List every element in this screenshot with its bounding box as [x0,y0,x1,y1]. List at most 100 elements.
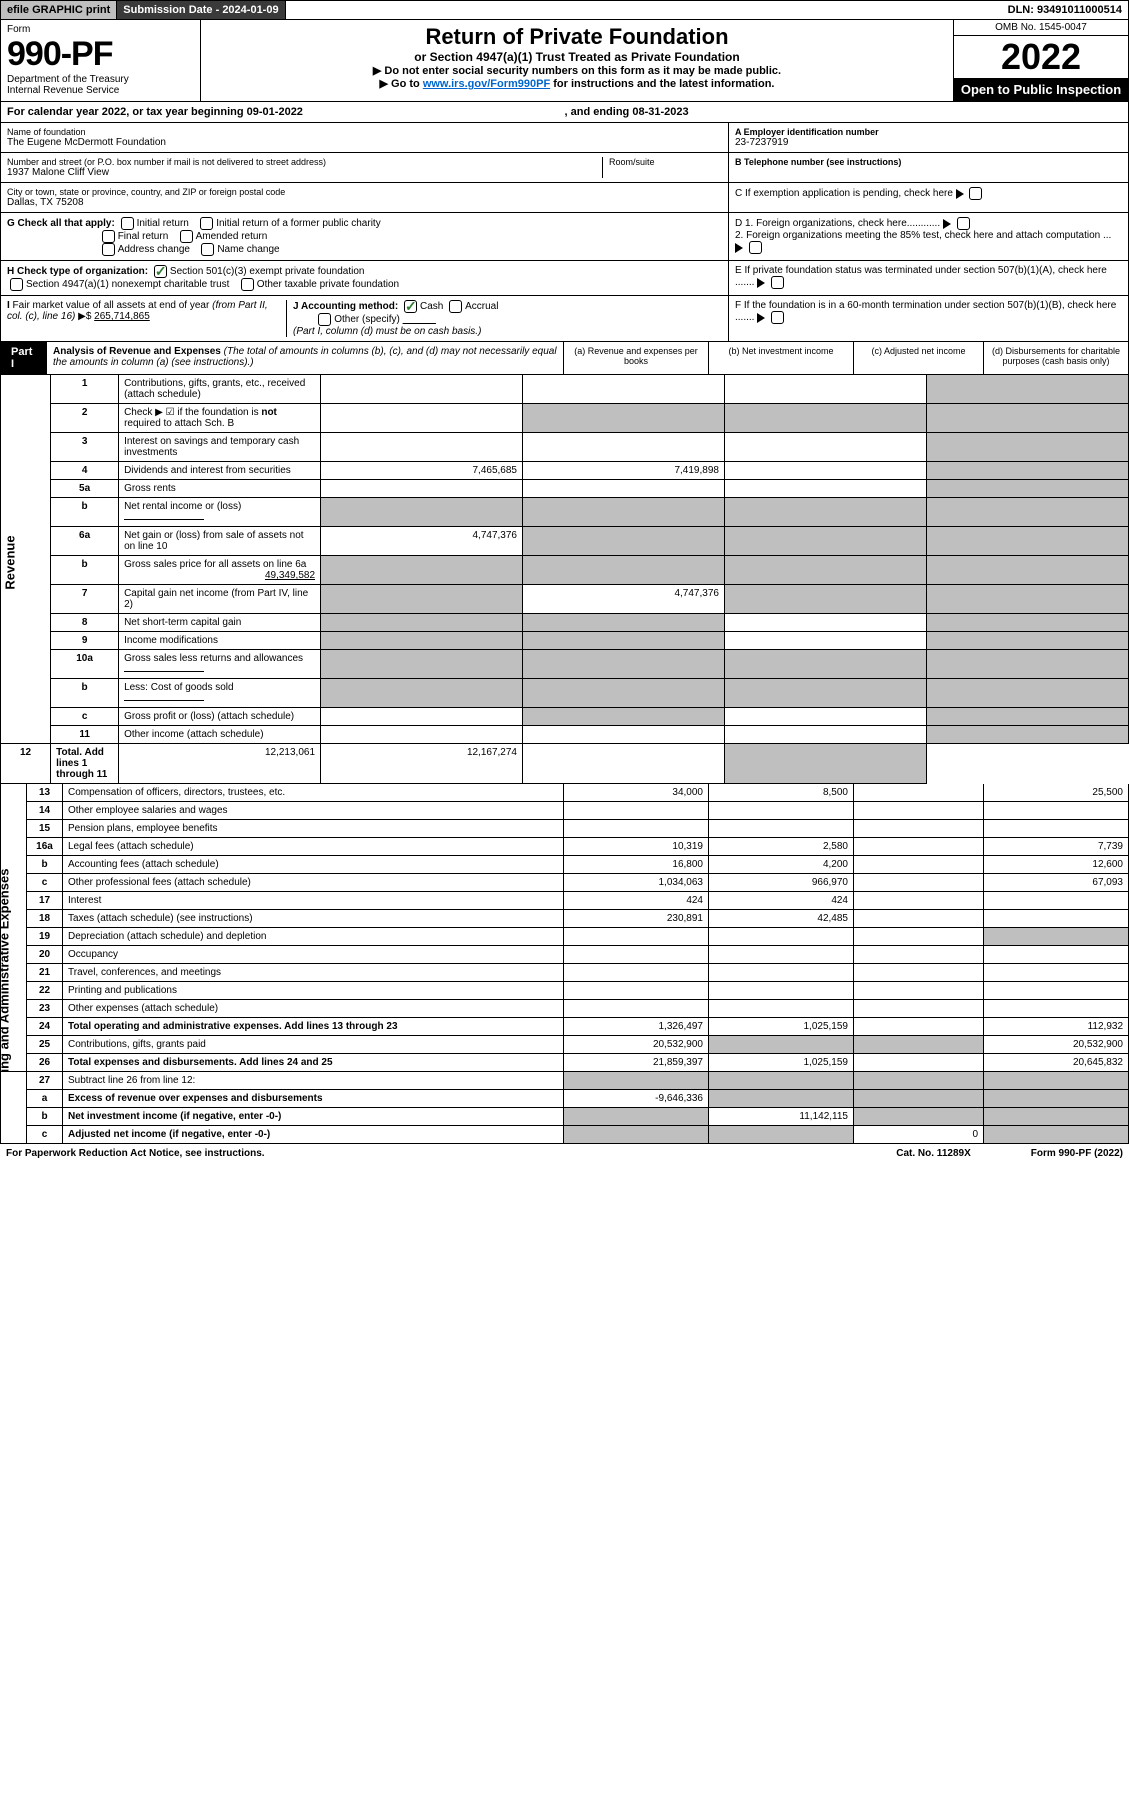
cell-value [724,744,926,784]
cell-value [724,726,926,744]
cell-value [724,375,926,404]
cell-value [984,1108,1129,1126]
g-final-checkbox[interactable] [102,230,115,243]
line-number: 22 [27,982,63,1000]
table-row: 19Depreciation (attach schedule) and dep… [1,928,1129,946]
cell-value [984,910,1129,928]
cell-value: 10,319 [564,838,709,856]
col-d-header: (d) Disbursements for charitable purpose… [983,342,1128,374]
line-number: 3 [51,433,119,462]
line-number: b [27,1108,63,1126]
cell-value [321,556,523,585]
cell-value [564,1000,709,1018]
h-501c3-checkbox[interactable] [154,265,167,278]
j-other-checkbox[interactable] [318,313,331,326]
line-number: 21 [27,964,63,982]
cell-value [984,820,1129,838]
cell-value [854,1036,984,1054]
g-initial-public-checkbox[interactable] [200,217,213,230]
d1-checkbox[interactable] [957,217,970,230]
line-number: 9 [51,632,119,650]
h-4947-checkbox[interactable] [10,278,23,291]
line-number: c [27,874,63,892]
line-desc: Gross profit or (loss) (attach schedule) [119,708,321,726]
line-desc: Income modifications [119,632,321,650]
form-title: Return of Private Foundation [207,24,947,50]
i-label: I [7,300,10,311]
line-number: 13 [27,784,63,802]
i-value: 265,714,865 [94,311,150,322]
line-number: 15 [27,820,63,838]
cell-value [321,585,523,614]
cell-value: 21,859,397 [564,1054,709,1072]
cell-value [709,1072,854,1090]
cell-value [321,433,523,462]
cell-value [926,404,1128,433]
col-b-header: (b) Net investment income [708,342,853,374]
g-amended-checkbox[interactable] [180,230,193,243]
line-desc: Net short-term capital gain [119,614,321,632]
e-checkbox[interactable] [771,276,784,289]
irs-link[interactable]: www.irs.gov/Form990PF [423,78,550,90]
submission-date: Submission Date - 2024-01-09 [117,1,285,19]
cell-value [724,650,926,679]
line-desc: Net investment income (if negative, ente… [63,1108,564,1126]
cell-value [926,480,1128,498]
j-cash-checkbox[interactable] [404,300,417,313]
line-desc: Other professional fees (attach schedule… [63,874,564,892]
table-row: 21Travel, conferences, and meetings [1,964,1129,982]
h-other-checkbox[interactable] [241,278,254,291]
g-name-checkbox[interactable] [201,243,214,256]
cell-value [709,982,854,1000]
table-row: 2Check ▶ ☑ if the foundation is not requ… [1,404,1129,433]
arrow-icon [943,219,951,229]
table-row: bGross sales price for all assets on lin… [1,556,1129,585]
cell-value [854,838,984,856]
paperwork-notice: For Paperwork Reduction Act Notice, see … [6,1148,896,1159]
table-row: cAdjusted net income (if negative, enter… [1,1126,1129,1144]
arrow-icon [956,189,964,199]
j-accrual-checkbox[interactable] [449,300,462,313]
line-number: b [51,498,119,527]
cell-value [926,708,1128,726]
line-number: 16a [27,838,63,856]
cell-value [854,964,984,982]
table-row: 10aGross sales less returns and allowanc… [1,650,1129,679]
cell-value [709,1000,854,1018]
line-desc: Occupancy [63,946,564,964]
cell-value [926,527,1128,556]
cell-value: 67,093 [984,874,1129,892]
cell-value [854,1054,984,1072]
cell-value [564,820,709,838]
name-label: Name of foundation [7,127,722,137]
f-checkbox[interactable] [771,311,784,324]
efile-print-button[interactable]: efile GRAPHIC print [1,1,117,19]
cell-value [523,632,725,650]
line-desc: Gross sales less returns and allowances [119,650,321,679]
topbar: efile GRAPHIC print Submission Date - 20… [0,0,1129,20]
table-row: 8Net short-term capital gain [1,614,1129,632]
g-address-checkbox[interactable] [102,243,115,256]
cell-value [564,964,709,982]
table-row: 14Other employee salaries and wages [1,802,1129,820]
footer: For Paperwork Reduction Act Notice, see … [0,1144,1129,1163]
cell-value [984,1090,1129,1108]
line-desc: Contributions, gifts, grants paid [63,1036,564,1054]
cell-value: 7,465,685 [321,462,523,480]
cell-value: 20,532,900 [984,1036,1129,1054]
d2-checkbox[interactable] [749,241,762,254]
col-c-header: (c) Adjusted net income [853,342,983,374]
table-row: 1Contributions, gifts, grants, etc., rec… [1,375,1129,404]
line-number: 17 [27,892,63,910]
cell-value [709,1126,854,1144]
line-desc: Total. Add lines 1 through 11 [51,744,119,784]
cell-value [523,375,725,404]
room-label: Room/suite [609,157,722,167]
g-initial-checkbox[interactable] [121,217,134,230]
c-checkbox[interactable] [969,187,982,200]
cell-value [564,982,709,1000]
cell-value [854,892,984,910]
cell-value [724,556,926,585]
table-row: 5aGross rents [1,480,1129,498]
cell-value [984,982,1129,1000]
